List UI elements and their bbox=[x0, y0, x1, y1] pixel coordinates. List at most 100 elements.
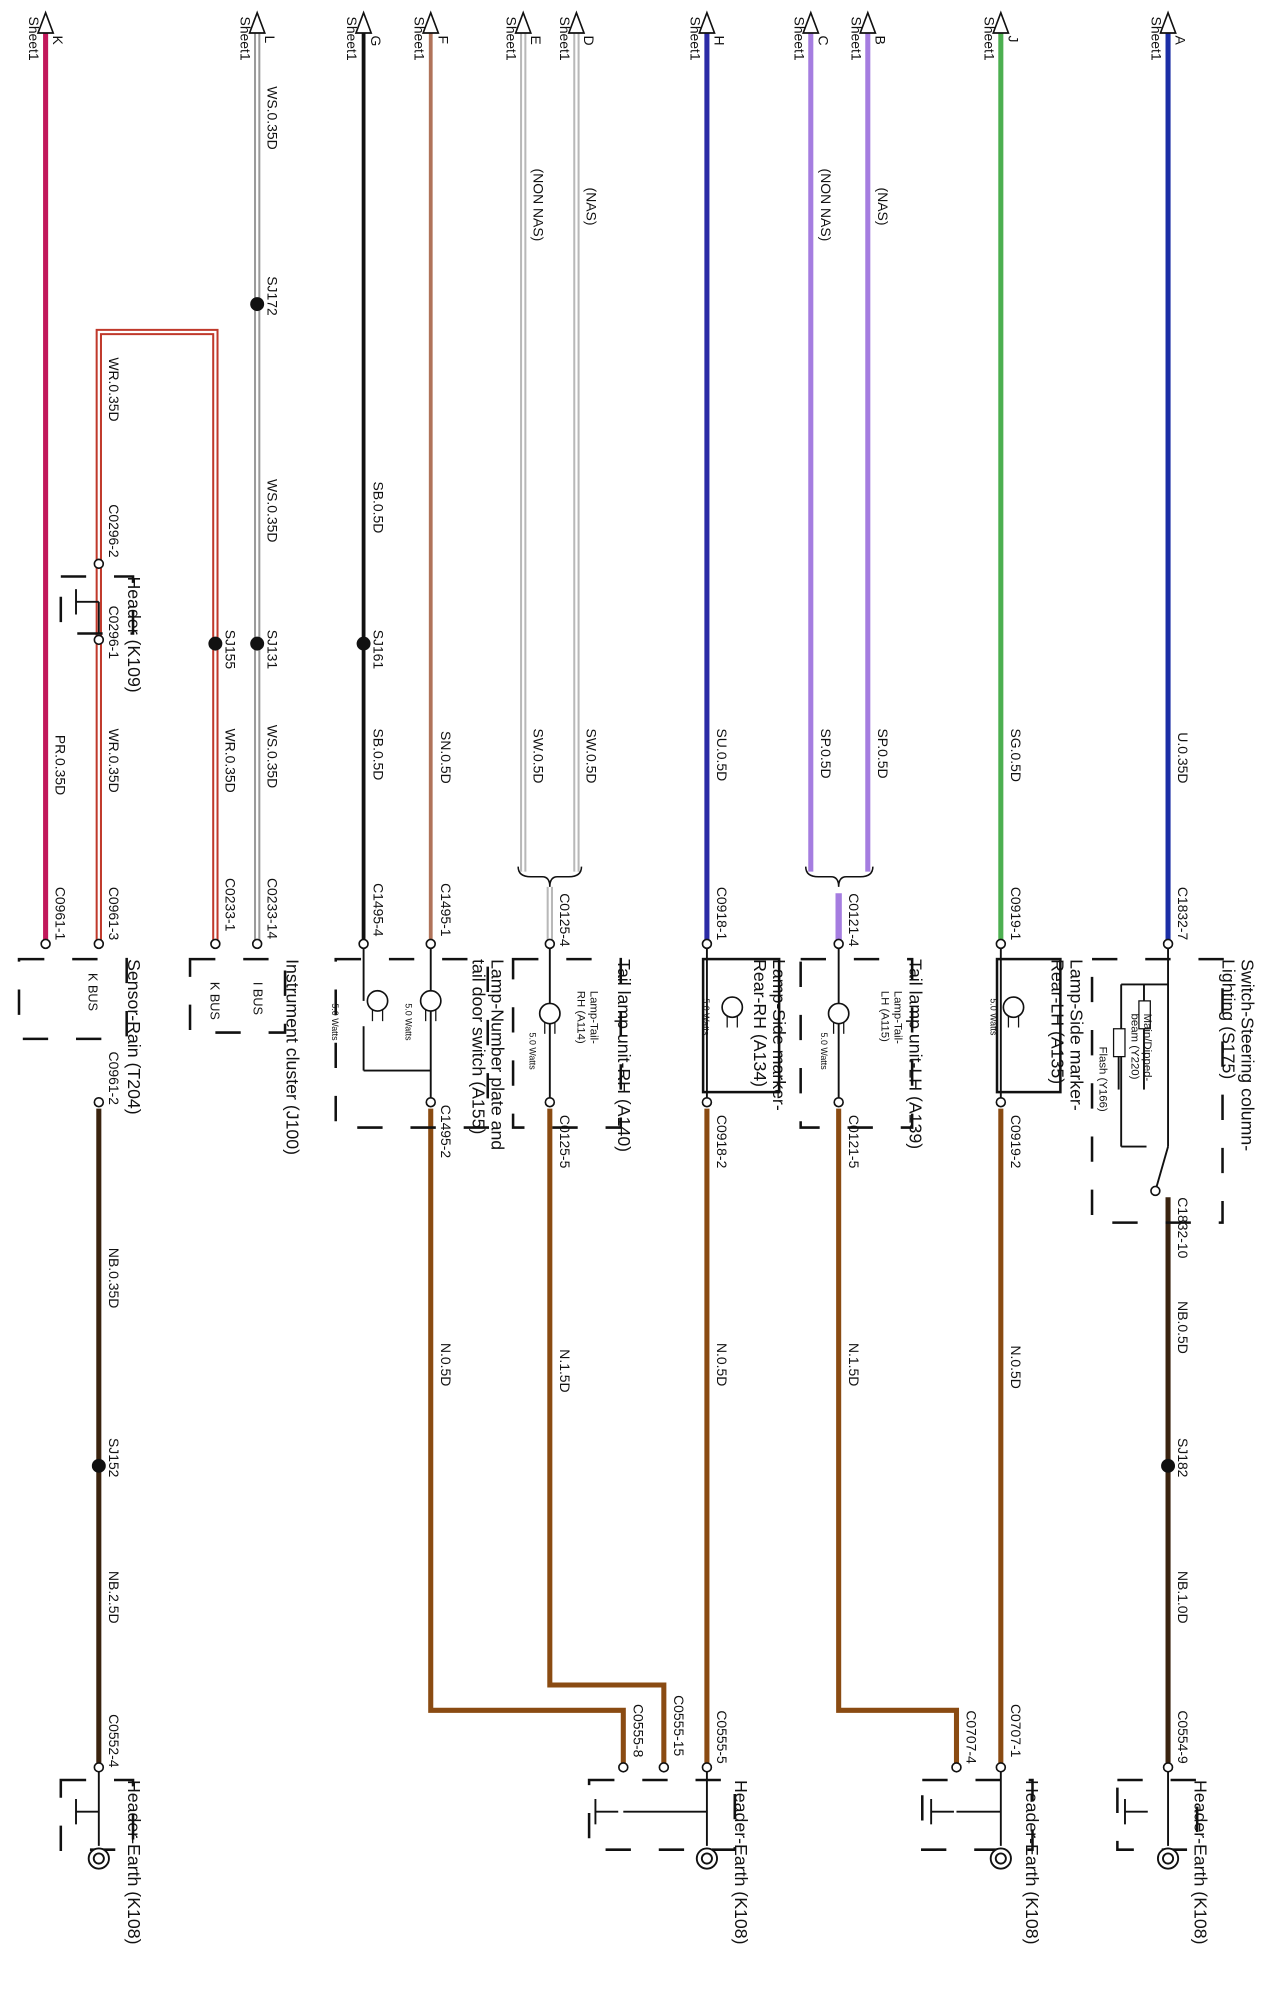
input-sheet: Sheet1 bbox=[791, 17, 807, 61]
connector-pin bbox=[93, 558, 105, 570]
wire-label: (NAS) bbox=[875, 188, 891, 226]
connector-label: C1495-4 bbox=[371, 883, 387, 937]
component-outline bbox=[1116, 1778, 1199, 1851]
connector-pin bbox=[995, 938, 1007, 950]
connector-label: C0125-4 bbox=[557, 893, 573, 947]
splice-dot bbox=[91, 1458, 106, 1473]
connector-pin bbox=[995, 1762, 1007, 1773]
lamp bbox=[419, 989, 442, 1012]
component-title: Lighting (S175) bbox=[1219, 959, 1239, 1079]
connector-label: C0552-4 bbox=[106, 1714, 122, 1768]
component-title: Header-Earth (K108) bbox=[731, 1780, 751, 1944]
component-title: Lamp-Side marker- bbox=[1067, 959, 1087, 1111]
wire-label: WR.0.35D bbox=[223, 729, 239, 793]
input-letter: J bbox=[1005, 36, 1021, 43]
component-outline bbox=[17, 957, 128, 1041]
rating-label: 5.0 Watts bbox=[989, 998, 999, 1036]
wire-label: N.1.5D bbox=[846, 1343, 862, 1386]
wire-label: (NON NAS) bbox=[818, 169, 834, 242]
wire bbox=[836, 1108, 960, 1768]
brace bbox=[804, 866, 874, 887]
component-outline bbox=[59, 575, 135, 635]
component-outline bbox=[188, 957, 287, 1034]
splice-dot bbox=[208, 636, 223, 651]
input-letter: A bbox=[1173, 36, 1189, 46]
wire bbox=[428, 1108, 626, 1768]
wire-label: SW.0.5D bbox=[530, 729, 546, 784]
wire-label: N.0.5D bbox=[714, 1343, 730, 1386]
lamp bbox=[721, 996, 744, 1019]
connector-label: C0296-1 bbox=[106, 606, 122, 660]
connector-label: C0919-1 bbox=[1008, 887, 1024, 941]
rating-label: 5.0 Watts bbox=[330, 1003, 340, 1041]
component-title: Header-Earth (K108) bbox=[1191, 1780, 1211, 1944]
connector-pin bbox=[93, 938, 105, 950]
part-label: Lamp-Tail- bbox=[891, 991, 903, 1044]
input-sheet: Sheet1 bbox=[848, 17, 864, 61]
input-letter: D bbox=[581, 36, 597, 46]
input-arrow bbox=[514, 10, 533, 34]
input-sheet: Sheet1 bbox=[504, 17, 520, 61]
component-title: Header-Earth (K108) bbox=[124, 1780, 144, 1944]
earth-symbol bbox=[989, 1847, 1012, 1870]
connector-pin bbox=[544, 1096, 556, 1108]
connector-pin bbox=[658, 1762, 670, 1773]
connector-pin bbox=[425, 938, 436, 950]
connector-label: C0296-2 bbox=[106, 504, 122, 558]
connector-pin bbox=[93, 1096, 105, 1108]
connector-pin bbox=[425, 1096, 436, 1108]
component-outline bbox=[799, 957, 914, 1129]
bus-label: K BUS bbox=[86, 973, 100, 1011]
earth-symbol bbox=[1156, 1847, 1180, 1870]
connector-label: C1832-7 bbox=[1175, 887, 1191, 941]
connector-pin bbox=[701, 1096, 713, 1108]
wire-label: SU.0.5D bbox=[714, 729, 730, 782]
bus-label: K BUS bbox=[207, 982, 221, 1020]
connector-pin bbox=[210, 938, 221, 950]
splice-dot bbox=[250, 636, 265, 651]
connector-label: C0555-5 bbox=[714, 1710, 730, 1764]
connector-pin bbox=[951, 1762, 962, 1773]
component-outline bbox=[587, 1778, 737, 1851]
wire-label: NB.1.0D bbox=[1175, 1571, 1191, 1624]
connector-pin bbox=[701, 1762, 713, 1773]
brace bbox=[517, 866, 583, 887]
input-letter: H bbox=[712, 36, 728, 46]
connector-pin bbox=[833, 1096, 844, 1108]
earth-symbol bbox=[695, 1847, 718, 1870]
rating-label: 5.0 Watts bbox=[701, 998, 711, 1036]
component-title: tail door switch (A155) bbox=[469, 959, 489, 1134]
part-label: LH (A115) bbox=[879, 991, 891, 1042]
input-letter: B bbox=[872, 36, 888, 45]
resistor bbox=[1112, 1028, 1126, 1058]
part-label: Flash (Y166) bbox=[1097, 1046, 1109, 1111]
input-sheet: Sheet1 bbox=[687, 17, 703, 61]
wire-label: WS.0.35D bbox=[264, 86, 280, 149]
input-letter: G bbox=[368, 36, 384, 47]
wire-label: N.0.5D bbox=[438, 1343, 454, 1386]
component-title: Instrument cluster (J100) bbox=[282, 959, 302, 1155]
connector-label: C0121-5 bbox=[846, 1115, 862, 1169]
component-title: Rear-LH (A135) bbox=[1047, 959, 1067, 1084]
component-outline bbox=[921, 1778, 1034, 1851]
splice-dot bbox=[1161, 1458, 1176, 1473]
component-title: Rear-RH (A134) bbox=[750, 959, 770, 1087]
component-outline bbox=[334, 957, 490, 1129]
connector-label: C0961-1 bbox=[53, 887, 69, 941]
input-arrow bbox=[1159, 10, 1177, 34]
input-sheet: Sheet1 bbox=[557, 17, 573, 61]
connector-pin bbox=[995, 1096, 1007, 1108]
input-letter: E bbox=[528, 36, 544, 45]
rating-label: 5.0 Watts bbox=[819, 1033, 829, 1071]
wire-label: (NAS) bbox=[584, 188, 600, 226]
connector-label: C0918-1 bbox=[714, 887, 730, 941]
connector-label: C0121-4 bbox=[846, 893, 862, 947]
connector-label: C0961-2 bbox=[106, 1052, 122, 1106]
component-title: Header (K109) bbox=[124, 576, 144, 692]
splice-label: SJ172 bbox=[264, 276, 280, 316]
input-arrow bbox=[421, 10, 440, 34]
input-arrow bbox=[567, 10, 586, 34]
component-outline bbox=[511, 957, 623, 1129]
component-box bbox=[701, 957, 781, 1094]
